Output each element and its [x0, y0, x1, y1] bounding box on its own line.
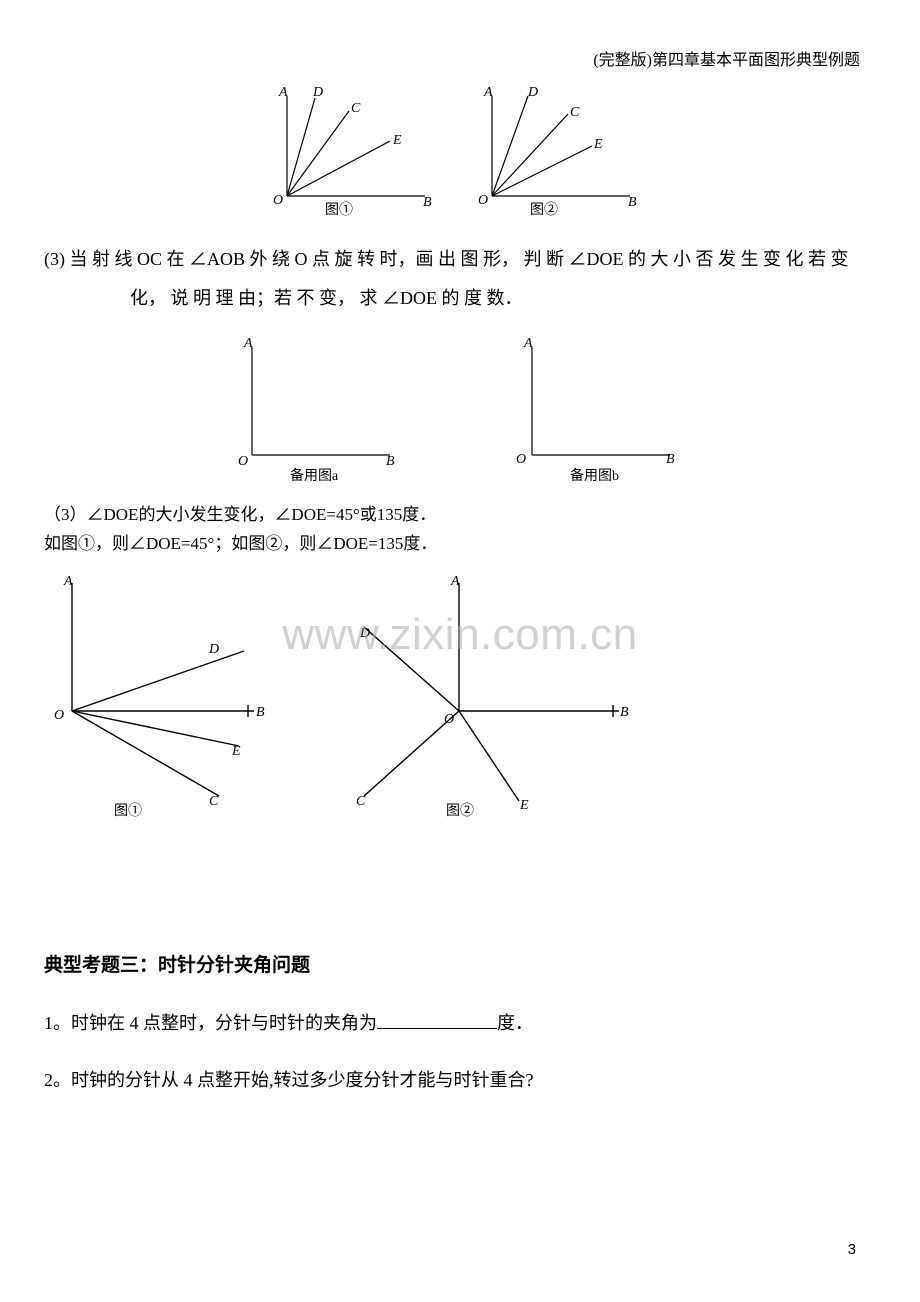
label-O: O	[54, 708, 64, 723]
label-E: E	[593, 137, 603, 152]
blank-line	[377, 1011, 497, 1029]
answer-line2: 如图①，则∠DOE=45°；如图②，则∠DOE=135度．	[44, 530, 876, 559]
label-E: E	[392, 133, 402, 148]
answer-line1: （3）∠DOE的大小发生变化，∠DOE=45°或135度．	[44, 501, 876, 530]
label-A: A	[278, 86, 288, 100]
clock-q1-pre: 1。时钟在 4 点整时，分针与时针的夹角为	[44, 1013, 377, 1033]
caption-fig1-top: 图①	[325, 202, 353, 216]
diagram-spare-b: A O B 备用图b	[510, 335, 690, 485]
diagram-fig2-bottom: A D O B C E 图②	[334, 571, 634, 821]
bottom-diagrams-row: A D B E C O 图① A D O B C E 图②	[44, 571, 876, 821]
caption-fig1-bottom: 图①	[114, 803, 142, 819]
label-A: A	[523, 336, 533, 351]
label-B: B	[620, 705, 629, 720]
label-C: C	[351, 101, 361, 116]
label-B: B	[628, 195, 637, 210]
clock-q1-post: 度．	[497, 1013, 533, 1033]
diagram-fig1-bottom: A D B E C O 图①	[44, 571, 304, 821]
caption-spare-a: 备用图a	[290, 467, 339, 484]
label-B: B	[256, 705, 265, 720]
page-number: 3	[848, 1238, 856, 1262]
clock-q2: 2。时钟的分针从 4 点整开始,转过多少度分针才能与时针重合?	[44, 1066, 876, 1095]
label-D: D	[208, 642, 219, 657]
label-E: E	[519, 798, 529, 813]
label-D: D	[359, 626, 370, 641]
label-A: A	[483, 86, 493, 100]
caption-fig2-top: 图②	[530, 202, 558, 216]
label-O: O	[478, 193, 488, 208]
caption-fig2-bottom: 图②	[446, 803, 474, 819]
label-A: A	[63, 574, 73, 589]
label-O: O	[516, 452, 526, 467]
q3-line2: 化， 说 明 理 由；若 不 变， 求 ∠DOE 的 度 数．	[44, 279, 876, 319]
caption-spare-b: 备用图b	[570, 467, 619, 484]
mid-diagrams-row: A O B 备用图a A O B 备用图b	[44, 335, 876, 485]
label-B: B	[666, 452, 675, 467]
header-note: (完整版)第四章基本平面图形典型例题	[0, 0, 920, 74]
label-O: O	[273, 193, 283, 208]
diagram-fig1-top: A D C E O B 图①	[265, 86, 450, 216]
label-C: C	[209, 794, 219, 809]
q3-line1: 当 射 线 OC 在 ∠AOB 外 绕 O 点 旋 转 时，画 出 图 形， 判…	[70, 249, 849, 269]
diagram-fig2-top: A D C E O B 图②	[470, 86, 655, 216]
label-O: O	[238, 454, 248, 469]
top-diagrams-row: A D C E O B 图① A D C E O B 图②	[44, 86, 876, 216]
answer-block: （3）∠DOE的大小发生变化，∠DOE=45°或135度． 如图①，则∠DOE=…	[44, 501, 876, 559]
label-B: B	[423, 195, 432, 210]
label-A: A	[243, 336, 253, 351]
clock-q1: 1。时钟在 4 点整时，分针与时针的夹角为 度．	[44, 1009, 876, 1038]
label-D: D	[312, 86, 323, 100]
label-C: C	[356, 794, 366, 809]
label-C: C	[570, 105, 580, 120]
question3-text: (3) 当 射 线 OC 在 ∠AOB 外 绕 O 点 旋 转 时，画 出 图 …	[44, 240, 876, 319]
label-A: A	[450, 574, 460, 589]
label-O: O	[444, 712, 454, 727]
label-D: D	[527, 86, 538, 100]
label-B: B	[386, 454, 395, 469]
diagram-spare-a: A O B 备用图a	[230, 335, 410, 485]
section3-title: 典型考题三：时针分针夹角问题	[44, 951, 876, 981]
q3-prefix: (3)	[44, 249, 65, 269]
label-E: E	[231, 744, 241, 759]
